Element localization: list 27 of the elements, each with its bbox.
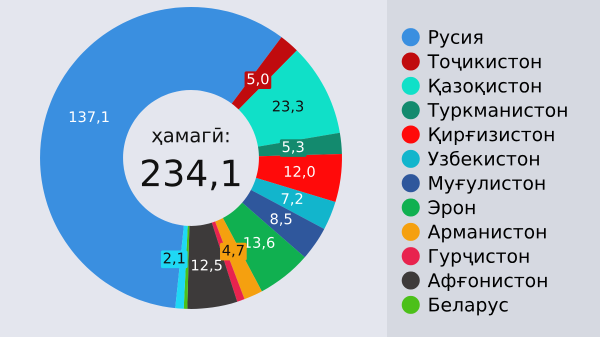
text: 234,1 <box>142 159 240 190</box>
legend-label: Қазоқистон <box>429 78 541 96</box>
text: ҳамагӣ: <box>152 128 228 145</box>
legend-label: Афғонистон <box>428 273 547 291</box>
legend-label: Эрон <box>428 200 475 218</box>
donut-slice <box>250 178 336 229</box>
legend-label: Туркманистон <box>428 103 567 121</box>
donut-slice <box>242 190 324 258</box>
data-label: 13,6 <box>244 236 274 250</box>
legend-label: Русия <box>429 30 482 48</box>
data-label: 12,0 <box>284 166 315 178</box>
data-label: 12,5 <box>192 260 222 272</box>
legend-label: Тоҷикистон <box>428 54 541 71</box>
legend-label: Гурҷистон <box>429 249 529 267</box>
data-label: 5,3 <box>282 141 304 154</box>
data-label: 2,1 <box>164 252 185 266</box>
legend-label: Арманистон <box>428 224 546 242</box>
data-label: 23,3 <box>272 100 304 114</box>
legend-label: Узбекистон <box>428 150 539 166</box>
data-label: 5,0 <box>247 73 269 86</box>
data-label: 4,7 <box>222 244 244 258</box>
data-label: 8,5 <box>270 213 292 226</box>
data-label: 137,1 <box>70 111 109 124</box>
legend-label: Беларус <box>429 298 508 316</box>
legend-label: Қирғизистон <box>429 127 554 145</box>
data-label: 7,2 <box>282 193 302 206</box>
legend-label: Муғулистон <box>429 176 544 194</box>
